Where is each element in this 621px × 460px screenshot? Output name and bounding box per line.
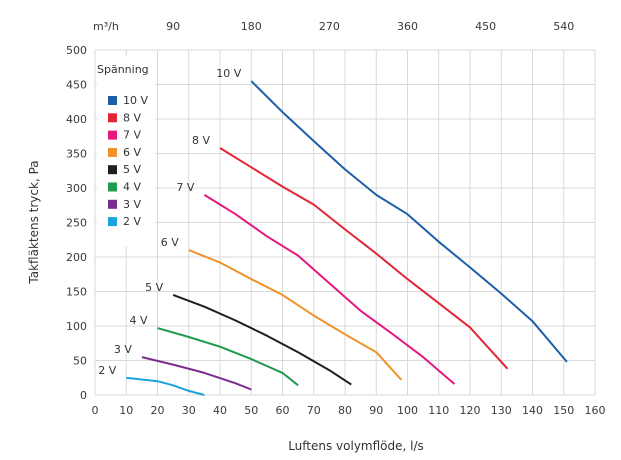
x-tick-label: 160 xyxy=(585,404,606,417)
y-tick-label: 250 xyxy=(66,217,87,230)
x-tick-label: 20 xyxy=(151,404,165,417)
legend-entry: 8 V xyxy=(123,111,141,124)
x-tick-label: 120 xyxy=(460,404,481,417)
legend-entry: 10 V xyxy=(123,94,148,107)
series-line-2v xyxy=(126,376,205,396)
legend-swatch xyxy=(108,217,117,227)
curve-label: 5 V xyxy=(145,281,163,294)
x-tick-label: 60 xyxy=(276,404,290,417)
series-line-8v xyxy=(219,147,509,370)
y-tick-label: 400 xyxy=(66,113,87,126)
x-tick-label: 140 xyxy=(522,404,543,417)
x-tick-label: 30 xyxy=(182,404,196,417)
legend-entry: 4 V xyxy=(123,181,141,194)
legend-swatch xyxy=(108,96,117,105)
y-tick-label: 150 xyxy=(66,286,87,299)
legend-title: Spänning xyxy=(97,63,149,76)
y-tick-label: 350 xyxy=(66,148,87,161)
y-axis-title: Takfläktens tryck, Pa xyxy=(27,160,41,284)
y-tick-label: 0 xyxy=(80,389,87,402)
y-tick-label: 200 xyxy=(66,251,87,264)
x-tick-label: 80 xyxy=(338,404,352,417)
legend-swatch xyxy=(108,182,117,192)
y-tick-label: 100 xyxy=(66,320,87,333)
curve-label: 2 V xyxy=(98,364,116,377)
y-tick-label: 50 xyxy=(73,355,87,368)
secondary-x-tick-label: 360 xyxy=(397,20,418,33)
secondary-x-tick-label: 180 xyxy=(241,20,262,33)
secondary-x-tick-label: 450 xyxy=(475,20,496,33)
y-tick-label: 300 xyxy=(66,182,87,195)
legend-swatch xyxy=(108,130,117,140)
curve-label: 8 V xyxy=(192,134,210,147)
x-tick-label: 150 xyxy=(553,404,574,417)
x-tick-label: 40 xyxy=(213,404,227,417)
legend-swatch xyxy=(108,165,117,175)
series-line-3v xyxy=(141,356,252,391)
grid xyxy=(94,49,596,396)
legend-entry: 5 V xyxy=(123,163,141,176)
secondary-x-tick-label: 270 xyxy=(319,20,340,33)
legend-swatch xyxy=(108,147,117,157)
curve-label: 7 V xyxy=(176,181,194,194)
series-line-7v xyxy=(203,194,456,385)
legend-swatch xyxy=(108,199,117,209)
legend-swatch xyxy=(108,113,117,123)
x-tick-label: 110 xyxy=(428,404,449,417)
axes: 0 50 100 150 200 250 300 350 400 450 500 0 10 20 30 40 5… xyxy=(66,20,606,417)
series-line-4v xyxy=(157,327,299,387)
x-tick-label: 10 xyxy=(119,404,133,417)
legend-entry: 6 V xyxy=(123,146,141,159)
y-tick-label: 450 xyxy=(66,79,87,92)
legend-entry: 3 V xyxy=(123,198,141,211)
secondary-axis-unit: m³/h xyxy=(93,20,119,33)
series-line-10v xyxy=(250,80,568,363)
x-tick-label: 90 xyxy=(369,404,383,417)
x-tick-label: 100 xyxy=(397,404,418,417)
series-line-6v xyxy=(188,249,403,381)
legend-background xyxy=(97,56,155,246)
x-tick-label: 50 xyxy=(244,404,258,417)
curve-label: 6 V xyxy=(161,236,179,249)
x-tick-label: 130 xyxy=(491,404,512,417)
x-tick-label: 70 xyxy=(307,404,321,417)
curve-label: 3 V xyxy=(114,343,132,356)
y-tick-label: 500 xyxy=(66,44,87,57)
legend-entry: 7 V xyxy=(123,129,141,142)
curve-label: 4 V xyxy=(129,314,147,327)
x-tick-label: 0 xyxy=(92,404,99,417)
curve-label: 10 V xyxy=(216,67,241,80)
secondary-x-tick-label: 90 xyxy=(166,20,180,33)
x-axis-title: Luftens volymflöde, l/s xyxy=(288,439,424,453)
legend: Spänning 10 V 8 V 7 V 6 V 5 V 4 V 3 V 2 V xyxy=(97,56,155,246)
series-lines xyxy=(126,80,568,396)
series-line-5v xyxy=(172,293,352,386)
secondary-x-tick-label: 540 xyxy=(553,20,574,33)
curve-labels: 10 V 8 V 7 V 6 V 5 V 4 V 3 V 2 V xyxy=(98,67,241,377)
legend-entry: 2 V xyxy=(123,215,141,228)
